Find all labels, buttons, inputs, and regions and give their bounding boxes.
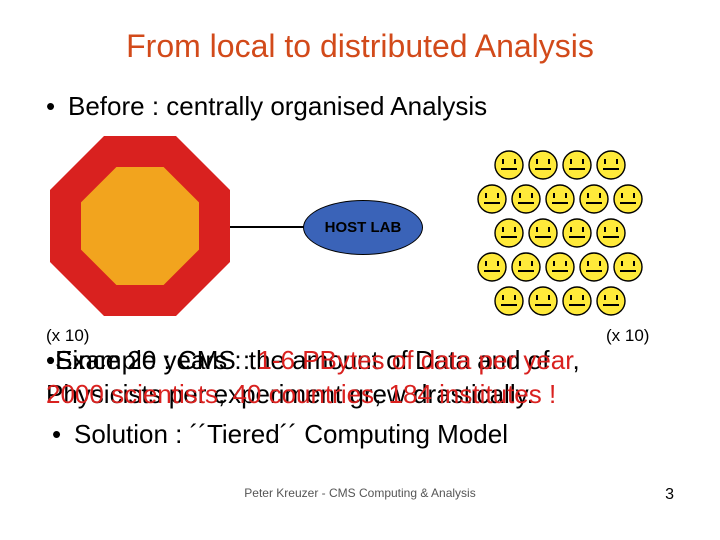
smiley-icon xyxy=(493,217,525,249)
smiley-icon xyxy=(510,183,542,215)
smiley-icon xyxy=(612,251,644,283)
smiley-icon xyxy=(595,217,627,249)
page-title: From local to distributed Analysis xyxy=(40,28,680,65)
page-number: 3 xyxy=(665,486,674,504)
smiley-icon xyxy=(544,251,576,283)
smiley-grid xyxy=(440,148,680,318)
smiley-row xyxy=(440,216,680,250)
smiley-icon xyxy=(578,183,610,215)
smiley-icon xyxy=(527,217,559,249)
smiley-row xyxy=(440,182,680,216)
smiley-icon xyxy=(595,285,627,317)
smiley-row xyxy=(440,250,680,284)
smiley-icon xyxy=(527,149,559,181)
bullet-dot-icon: • xyxy=(46,91,68,122)
connector-line xyxy=(230,226,308,228)
smiley-icon xyxy=(612,183,644,215)
smiley-icon xyxy=(561,285,593,317)
smiley-icon xyxy=(544,183,576,215)
bullet-dot-icon: • xyxy=(52,418,74,451)
smiley-icon xyxy=(561,217,593,249)
x10-left: (x 10) xyxy=(46,326,89,346)
footer: Peter Kreuzer - CMS Computing & Analysis xyxy=(0,486,720,500)
smiley-icon xyxy=(476,183,508,215)
x10-right: (x 10) xyxy=(606,326,649,346)
octagon-icon xyxy=(50,136,230,316)
overlay-line1-front: •Example : CMS : 1-6 PBytes of data per … xyxy=(46,344,580,377)
smiley-icon xyxy=(510,251,542,283)
smiley-icon xyxy=(476,251,508,283)
bullet-solution: •Solution : ´´Tiered´´ Computing Model xyxy=(52,418,680,451)
bullet-solution-text: Solution : ´´Tiered´´ Computing Model xyxy=(74,419,508,449)
host-lab-label: HOST LAB xyxy=(325,219,402,236)
smiley-icon xyxy=(493,149,525,181)
bullet-before: •Before : centrally organised Analysis xyxy=(46,91,680,122)
diagram: HOST LAB (x 10) (x 10) xyxy=(40,130,680,330)
smiley-icon xyxy=(561,149,593,181)
smiley-row xyxy=(440,284,680,318)
smiley-icon xyxy=(493,285,525,317)
smiley-icon xyxy=(527,285,559,317)
host-lab-node: HOST LAB xyxy=(303,200,423,255)
overlay-line2-front: 2000 scientists, 40 countries, 184 insti… xyxy=(46,378,556,411)
smiley-icon xyxy=(595,149,627,181)
bullet-before-text: Before : centrally organised Analysis xyxy=(68,91,487,121)
overlay-bullet: •Since 20 years : the amount of Data and… xyxy=(46,344,680,451)
smiley-row xyxy=(440,148,680,182)
smiley-icon xyxy=(578,251,610,283)
